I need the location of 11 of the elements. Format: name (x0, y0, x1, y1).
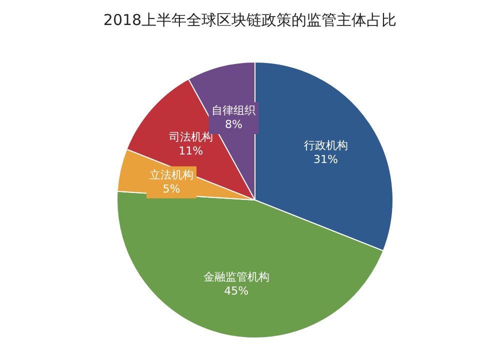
chart-title: 2018上半年全球区块链政策的监管主体占比 (102, 10, 398, 31)
slice-label: 行政机构 (304, 138, 348, 152)
slice-label: 金融监管机构 (203, 270, 270, 284)
data-label: 31% (314, 152, 338, 166)
data-label: 8% (224, 118, 242, 132)
slice-label: 司法机构 (168, 130, 213, 144)
slice-label: 立法机构 (150, 168, 194, 182)
data-label: 45% (224, 284, 249, 298)
data-label: 11% (178, 144, 204, 158)
slice-label: 自律组织 (212, 104, 256, 118)
data-label: 5% (162, 182, 180, 196)
